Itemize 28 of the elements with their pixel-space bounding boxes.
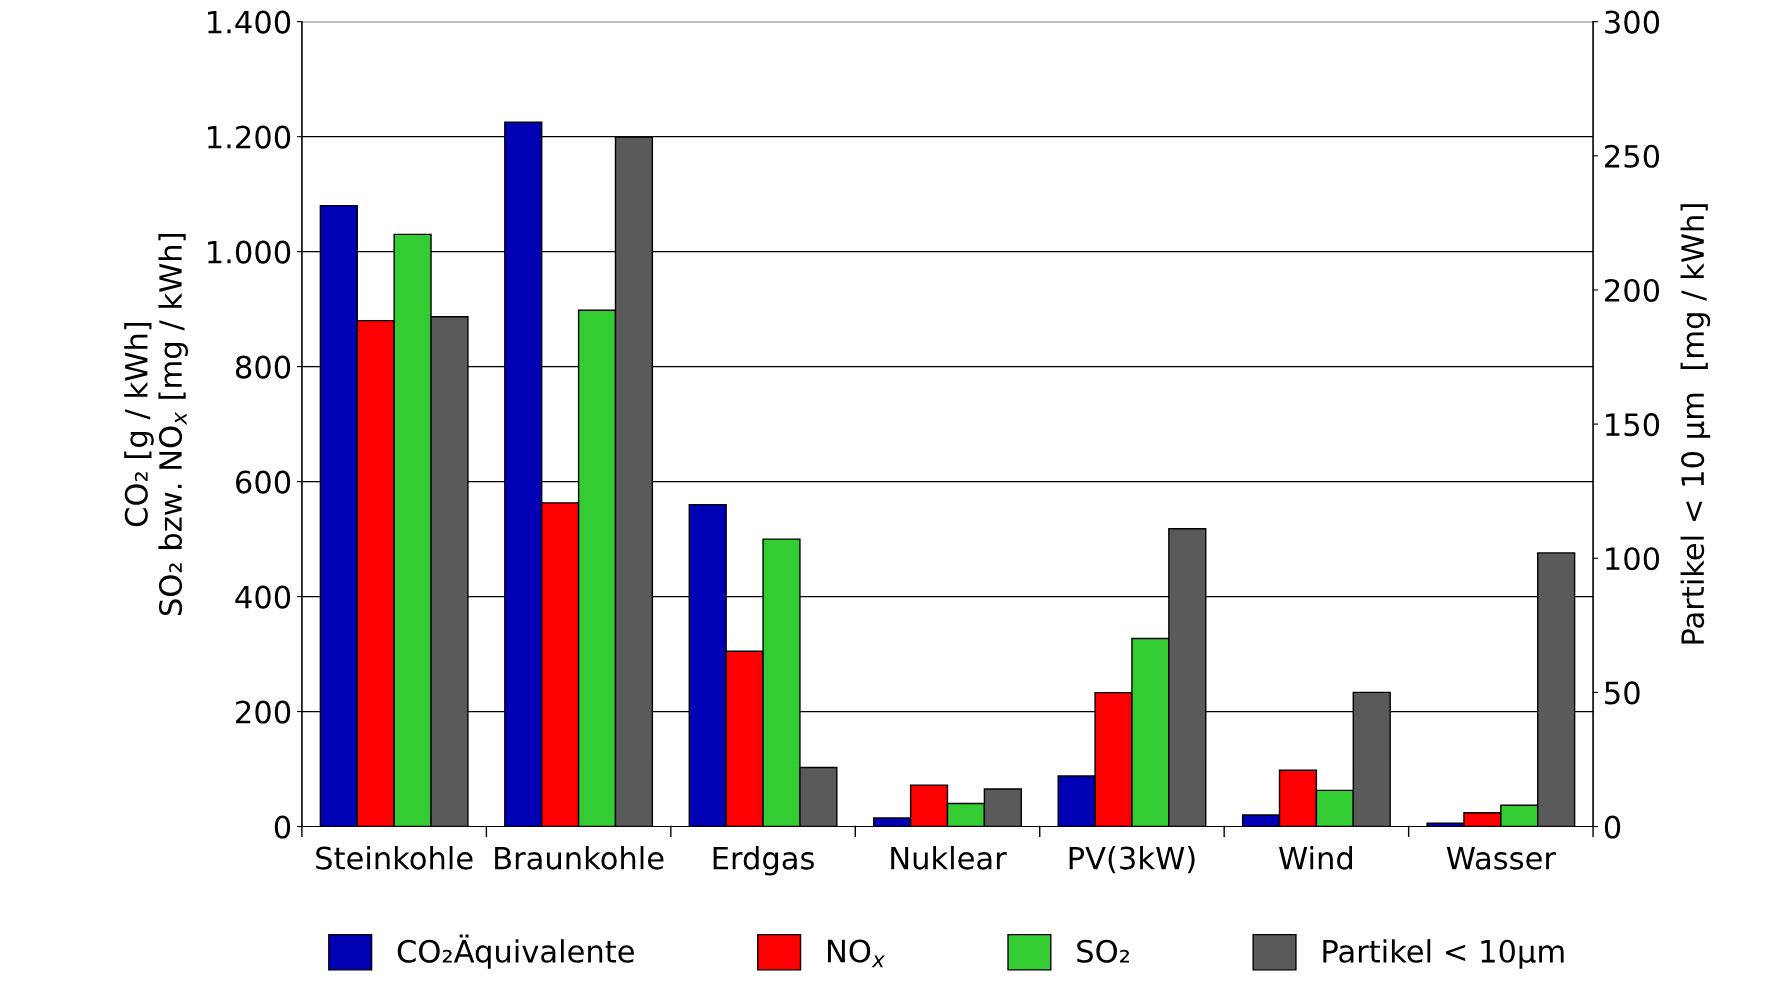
y-tick-label: 1.000	[208, 240, 291, 264]
x-tick-label: Wind	[1279, 846, 1353, 870]
x-tick-label: Nuklear	[891, 846, 1007, 870]
y-tick-label: 200	[236, 700, 291, 724]
y2-tick-label: 100	[1606, 547, 1660, 571]
y-tick-label: 800	[235, 355, 291, 379]
legend-label: CO₂Äquivalente	[397, 934, 634, 969]
legend-label: NO$_{x}$	[827, 939, 886, 968]
y-tick-label: 1.200	[208, 125, 291, 149]
y-tick-label: 1.400	[208, 10, 291, 34]
y2-tick-label: 0	[1604, 815, 1621, 839]
x-tick-label: Wasser	[1446, 846, 1556, 870]
x-tick-label: PV(3kW)	[1069, 846, 1195, 874]
y-tick-label: 400	[235, 585, 291, 609]
y2-tick-label: 50	[1605, 681, 1640, 705]
y2-tick-label: 200	[1605, 278, 1660, 302]
y-tick-label: 600	[236, 470, 291, 494]
y2-axis-title: Partikel < 10 µm [mg / kWh]	[1680, 204, 1711, 644]
legend-label: Partikel < 10µm	[1323, 939, 1564, 969]
y2-tick-label: 300	[1605, 10, 1660, 34]
x-tick-label: Braunkohle	[495, 846, 664, 870]
legend-label: SO₂	[1077, 939, 1130, 963]
y2-tick-label: 250	[1605, 144, 1660, 168]
y-axis-title: CO₂ [g / kWh] SO₂ bzw. NO$_{x}$ [mg / kWh]	[124, 234, 188, 616]
x-tick-label: Steinkohle	[316, 846, 473, 870]
y-tick-label: 0	[274, 815, 291, 839]
x-tick-label: Erdgas	[713, 846, 814, 876]
y2-tick-label: 150	[1606, 413, 1660, 437]
